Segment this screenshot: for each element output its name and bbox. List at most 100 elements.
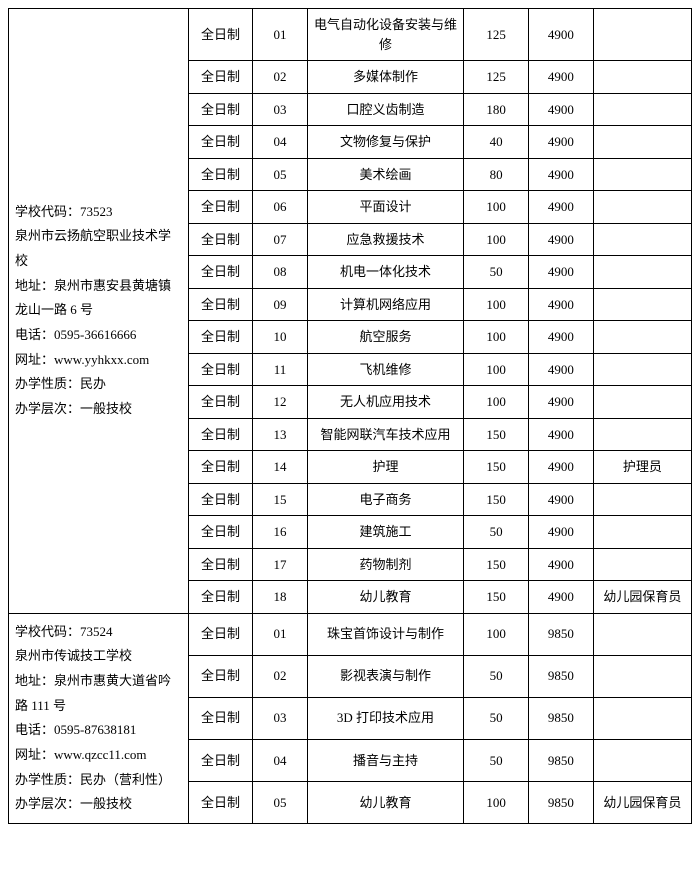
cell: 05 [253, 781, 307, 823]
cell: 全日制 [188, 386, 253, 419]
cell: 100 [464, 353, 529, 386]
cell: 全日制 [188, 655, 253, 697]
cell: 100 [464, 781, 529, 823]
cell: 全日制 [188, 9, 253, 61]
cell: 平面设计 [307, 191, 464, 224]
cell: 4900 [529, 158, 594, 191]
school-info-line: 办学性质：民办 [15, 372, 182, 397]
cell: 4900 [529, 93, 594, 126]
cell: 50 [464, 655, 529, 697]
cell: 全日制 [188, 353, 253, 386]
cell: 4900 [529, 126, 594, 159]
cell: 180 [464, 93, 529, 126]
school-info-line: 办学性质：民办（营利性） [15, 768, 182, 793]
cell: 4900 [529, 418, 594, 451]
cell: 9850 [529, 697, 594, 739]
cell: 4900 [529, 191, 594, 224]
cell [593, 483, 691, 516]
cell: 50 [464, 739, 529, 781]
cell: 150 [464, 451, 529, 484]
cell: 全日制 [188, 61, 253, 94]
cell: 05 [253, 158, 307, 191]
cell: 4900 [529, 516, 594, 549]
cell: 全日制 [188, 613, 253, 655]
school-info-line: 泉州市云扬航空职业技术学校 [15, 224, 182, 273]
cell: 9850 [529, 781, 594, 823]
cell: 全日制 [188, 158, 253, 191]
cell: 全日制 [188, 191, 253, 224]
cell: 电子商务 [307, 483, 464, 516]
cell: 10 [253, 321, 307, 354]
cell: 无人机应用技术 [307, 386, 464, 419]
cell: 美术绘画 [307, 158, 464, 191]
cell: 03 [253, 93, 307, 126]
cell: 4900 [529, 451, 594, 484]
school-info-line: 办学层次：一般技校 [15, 792, 182, 817]
cell: 全日制 [188, 321, 253, 354]
school-info-cell: 学校代码：73523泉州市云扬航空职业技术学校地址：泉州市惠安县黄塘镇龙山一路 … [9, 9, 189, 614]
cell: 9850 [529, 655, 594, 697]
cell: 08 [253, 256, 307, 289]
school-info-line: 电话：0595-87638181 [15, 718, 182, 743]
cell: 文物修复与保护 [307, 126, 464, 159]
cell [593, 739, 691, 781]
cell: 幼儿教育 [307, 781, 464, 823]
cell: 80 [464, 158, 529, 191]
cell: 3D 打印技术应用 [307, 697, 464, 739]
cell: 4900 [529, 288, 594, 321]
cell [593, 418, 691, 451]
cell: 影视表演与制作 [307, 655, 464, 697]
cell [593, 223, 691, 256]
cell: 4900 [529, 353, 594, 386]
cell: 护理 [307, 451, 464, 484]
cell: 04 [253, 126, 307, 159]
cell [593, 321, 691, 354]
school-info-line: 网址：www.yyhkxx.com [15, 348, 182, 373]
table-row: 学校代码：73523泉州市云扬航空职业技术学校地址：泉州市惠安县黄塘镇龙山一路 … [9, 9, 692, 61]
cell: 4900 [529, 321, 594, 354]
cell: 150 [464, 418, 529, 451]
cell: 04 [253, 739, 307, 781]
cell: 150 [464, 581, 529, 614]
cell: 17 [253, 548, 307, 581]
cell [593, 256, 691, 289]
cell: 14 [253, 451, 307, 484]
cell: 全日制 [188, 697, 253, 739]
cell: 口腔义齿制造 [307, 93, 464, 126]
cell [593, 516, 691, 549]
cell: 应急救援技术 [307, 223, 464, 256]
cell: 智能网联汽车技术应用 [307, 418, 464, 451]
cell: 全日制 [188, 418, 253, 451]
cell: 幼儿教育 [307, 581, 464, 614]
cell: 100 [464, 386, 529, 419]
cell: 计算机网络应用 [307, 288, 464, 321]
cell: 100 [464, 191, 529, 224]
enrollment-table: 学校代码：73523泉州市云扬航空职业技术学校地址：泉州市惠安县黄塘镇龙山一路 … [8, 8, 692, 824]
cell: 4900 [529, 581, 594, 614]
cell: 全日制 [188, 548, 253, 581]
cell: 4900 [529, 548, 594, 581]
cell: 全日制 [188, 581, 253, 614]
cell [593, 126, 691, 159]
school-info-line: 学校代码：73524 [15, 620, 182, 645]
school-info-line: 学校代码：73523 [15, 200, 182, 225]
cell: 全日制 [188, 126, 253, 159]
school-info-line: 地址：泉州市惠黄大道省吟路 111 号 [15, 669, 182, 718]
school-info-line: 电话：0595-36616666 [15, 323, 182, 348]
cell: 全日制 [188, 516, 253, 549]
cell: 9850 [529, 739, 594, 781]
cell: 09 [253, 288, 307, 321]
cell: 01 [253, 613, 307, 655]
cell: 18 [253, 581, 307, 614]
cell: 100 [464, 613, 529, 655]
cell [593, 655, 691, 697]
cell [593, 697, 691, 739]
cell: 50 [464, 256, 529, 289]
cell [593, 9, 691, 61]
cell: 飞机维修 [307, 353, 464, 386]
cell [593, 61, 691, 94]
cell: 电气自动化设备安装与维修 [307, 9, 464, 61]
cell: 全日制 [188, 256, 253, 289]
table-row: 学校代码：73524泉州市传诚技工学校地址：泉州市惠黄大道省吟路 111 号电话… [9, 613, 692, 655]
cell: 药物制剂 [307, 548, 464, 581]
